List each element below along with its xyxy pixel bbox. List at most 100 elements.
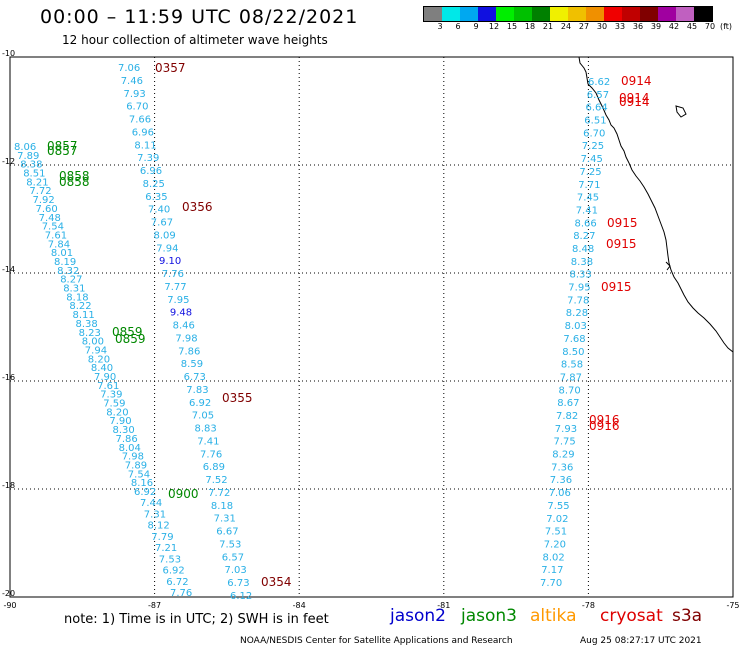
colorbar-label: 39 (650, 22, 662, 31)
colorbar-label: 6 (455, 22, 461, 31)
colorbar-label: 21 (542, 22, 554, 31)
legend-cryosat: cryosat (600, 606, 663, 626)
pass-time-label: 0916 (589, 413, 620, 427)
swh-value: 7.98 (122, 452, 144, 463)
swh-value: 8.09 (154, 230, 176, 241)
swh-value: 8.28 (566, 308, 588, 319)
pass-time-label: 0857 (47, 139, 78, 153)
swh-value: 7.59 (103, 399, 125, 410)
swh-value: 7.86 (116, 434, 138, 445)
swh-value: 7.93 (124, 89, 146, 100)
colorbar-label: 3 (437, 22, 443, 31)
colorbar-swatch (532, 7, 550, 21)
swh-value: 8.23 (79, 328, 101, 339)
pass-time-label: 0857 (47, 144, 78, 158)
colorbar-swatch (568, 7, 586, 21)
swh-value: 7.84 (48, 239, 70, 250)
swh-value: 8.11 (73, 310, 95, 321)
swh-value: 7.31 (144, 509, 166, 520)
swh-value: 8.70 (559, 385, 581, 396)
legend-jason2: jason2 (390, 606, 446, 626)
colorbar-swatch (640, 7, 658, 21)
colorbar-label: 33 (614, 22, 626, 31)
swh-value: 7.66 (129, 115, 151, 126)
swh-value: 8.27 (60, 275, 82, 286)
colorbar-swatch (550, 7, 568, 21)
swh-value: 7.03 (225, 565, 247, 576)
swh-value: 8.30 (113, 425, 135, 436)
swh-value: 7.45 (577, 193, 599, 204)
swh-value: 7.76 (170, 588, 192, 599)
swh-value: 6.35 (145, 192, 167, 203)
swh-value: 8.59 (181, 359, 203, 370)
colorbar-label: 18 (524, 22, 536, 31)
swh-value: 7.05 (192, 411, 214, 422)
pass-time-label: 0900 (168, 487, 199, 501)
lat-label: -14 (2, 265, 15, 274)
swh-value: 7.54 (128, 469, 150, 480)
pass-time-label: 0859 (115, 332, 146, 346)
swh-value: 7.06 (549, 488, 571, 499)
swh-value: 7.45 (581, 154, 603, 165)
swh-value: 7.06 (118, 63, 140, 74)
swh-value: 8.40 (91, 363, 113, 374)
swh-value: 7.36 (550, 475, 572, 486)
swh-value: 7.76 (200, 449, 222, 460)
swh-value: 6.96 (132, 127, 154, 138)
pass-time-label: 0355 (222, 391, 253, 405)
pass-time-label: 0915 (601, 280, 632, 294)
swh-value: 7.39 (137, 153, 159, 164)
pass-time-label: 0354 (261, 575, 292, 589)
pass-time-label: 0914 (619, 91, 650, 105)
swh-value: 8.01 (51, 248, 73, 259)
swh-value: 9.10 (159, 256, 181, 267)
pass-time-label: 0858 (59, 175, 90, 189)
island (675, 105, 687, 118)
swh-value: 8.38 (76, 319, 98, 330)
colorbar-label: 45 (686, 22, 698, 31)
pass-time-label: 0859 (112, 325, 143, 339)
swh-value: 8.20 (106, 407, 128, 418)
swh-value: 7.95 (568, 283, 590, 294)
swh-value: 7.87 (560, 373, 582, 384)
swh-value: 8.46 (173, 321, 195, 332)
swh-value: 8.12 (148, 521, 170, 532)
swh-value: 7.41 (576, 206, 598, 217)
swh-value: 7.54 (42, 222, 64, 233)
swh-value: 8.19 (54, 257, 76, 268)
satellite-tracks: 8.067.898.388.518.217.727.927.607.487.54… (14, 63, 610, 602)
colorbar-label: 36 (632, 22, 644, 31)
swh-value: 7.94 (156, 243, 178, 254)
swh-value: 8.16 (131, 478, 153, 489)
map-frame (9, 56, 734, 598)
swh-value: 7.40 (148, 205, 170, 216)
colorbar-label: 15 (506, 22, 518, 31)
colorbar-swatch (514, 7, 532, 21)
swh-value: 8.32 (57, 266, 79, 277)
swh-value: 7.86 (178, 346, 200, 357)
swh-value: 7.36 (551, 462, 573, 473)
swh-value: 6.89 (203, 462, 225, 473)
swh-value: 8.48 (572, 244, 594, 255)
colorbar-label: 27 (578, 22, 590, 31)
swh-value: 7.51 (545, 527, 567, 538)
swh-value: 8.03 (565, 321, 587, 332)
pass-time-label: 0357 (155, 61, 186, 75)
colorbar-label: 24 (560, 22, 572, 31)
swh-value: 8.66 (575, 218, 597, 229)
swh-value: 6.51 (584, 116, 606, 127)
swh-value: 8.00 (82, 337, 104, 348)
swh-value: 7.52 (205, 475, 227, 486)
footnote: note: 1) Time is in UTC; 2) SWH is in fe… (64, 612, 329, 627)
swh-value: 7.67 (151, 218, 173, 229)
colorbar-label: 70 (704, 22, 716, 31)
swh-value: 7.72 (208, 488, 230, 499)
swh-value: 8.06 (14, 142, 36, 153)
swh-value: 7.79 (151, 532, 173, 543)
swh-value: 8.20 (88, 354, 110, 365)
swh-value: 8.50 (562, 347, 584, 358)
swh-value: 7.20 (544, 540, 566, 551)
swh-value: 7.25 (579, 167, 601, 178)
swh-value: 7.89 (17, 151, 39, 162)
